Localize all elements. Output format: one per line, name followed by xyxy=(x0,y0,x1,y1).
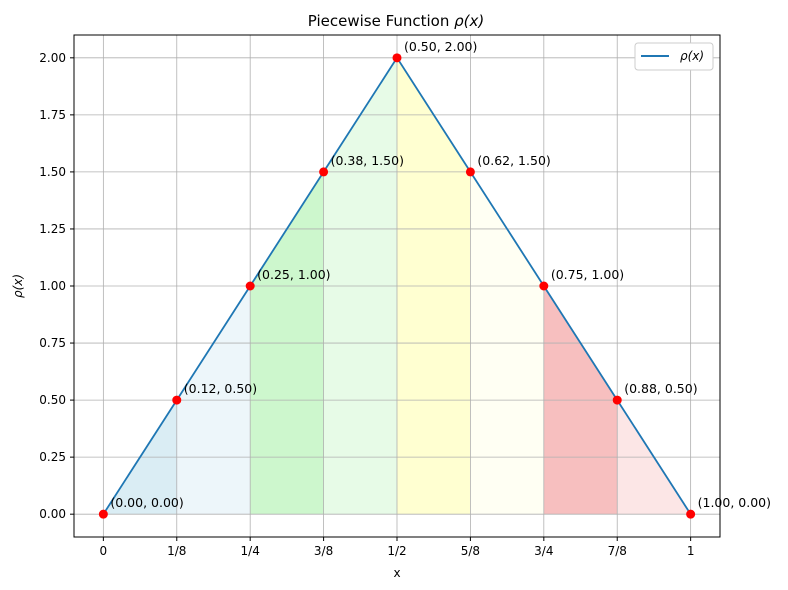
x-tick-label-4: 1/2 xyxy=(387,544,406,558)
data-label-7: (0.88, 0.50) xyxy=(624,381,697,396)
data-label-2: (0.25, 1.00) xyxy=(257,267,330,282)
gridlines xyxy=(74,35,720,537)
data-label-3: (0.38, 1.50) xyxy=(331,153,404,168)
data-point-7 xyxy=(612,395,622,405)
data-point-5 xyxy=(465,167,475,177)
y-tick-label-6: 1.50 xyxy=(39,165,66,179)
x-tick-label-3: 3/8 xyxy=(314,544,333,558)
data-point-3 xyxy=(319,167,329,177)
data-label-8: (1.00, 0.00) xyxy=(698,495,771,510)
x-tick-label-0: 0 xyxy=(100,544,108,558)
y-tick-label-3: 0.75 xyxy=(39,336,66,350)
y-ticks: 0.00 0.25 0.50 0.75 1.00 1.25 1.50 1.75 2.00 xyxy=(39,51,74,521)
y-tick-label-1: 0.25 xyxy=(39,450,66,464)
data-point-4 xyxy=(392,53,402,63)
chart-title: Piecewise Function ρ(x) xyxy=(308,12,485,30)
y-tick-label-0: 0.00 xyxy=(39,507,66,521)
data-label-4: (0.50, 2.00) xyxy=(404,39,477,54)
x-tick-label-7: 7/8 xyxy=(608,544,627,558)
x-ticks: 0 1/8 1/4 3/8 1/2 5/8 3/4 7/8 1 xyxy=(100,537,695,558)
data-point-0 xyxy=(98,509,108,519)
data-label-5: (0.62, 1.50) xyxy=(477,153,550,168)
x-tick-label-1: 1/8 xyxy=(167,544,186,558)
x-tick-label-2: 1/4 xyxy=(241,544,260,558)
y-tick-label-4: 1.00 xyxy=(39,279,66,293)
data-point-2 xyxy=(245,281,255,291)
y-tick-label-2: 0.50 xyxy=(39,393,66,407)
x-tick-label-6: 3/4 xyxy=(534,544,553,558)
x-tick-label-8: 1 xyxy=(687,544,695,558)
data-point-6 xyxy=(539,281,549,291)
y-tick-label-8: 2.00 xyxy=(39,51,66,65)
data-label-1: (0.12, 0.50) xyxy=(184,381,257,396)
data-label-0: (0.00, 0.00) xyxy=(110,495,183,510)
x-axis-label: x xyxy=(393,566,400,580)
legend-box xyxy=(634,42,714,71)
legend-label: ρ(x) xyxy=(680,49,704,63)
y-tick-label-7: 1.75 xyxy=(39,108,66,122)
legend: ρ(x) xyxy=(634,42,714,71)
y-axis-label: ρ(x) xyxy=(11,274,25,298)
y-tick-label-5: 1.25 xyxy=(39,222,66,236)
data-point-8 xyxy=(686,509,696,519)
x-tick-label-5: 5/8 xyxy=(461,544,480,558)
annotations-layer: (0.00, 0.00) (0.12, 0.50) (0.25, 1.00) (0.3… xyxy=(110,39,771,510)
data-point-1 xyxy=(172,395,182,405)
markers-layer xyxy=(98,53,696,519)
data-label-6: (0.75, 1.00) xyxy=(551,267,624,282)
